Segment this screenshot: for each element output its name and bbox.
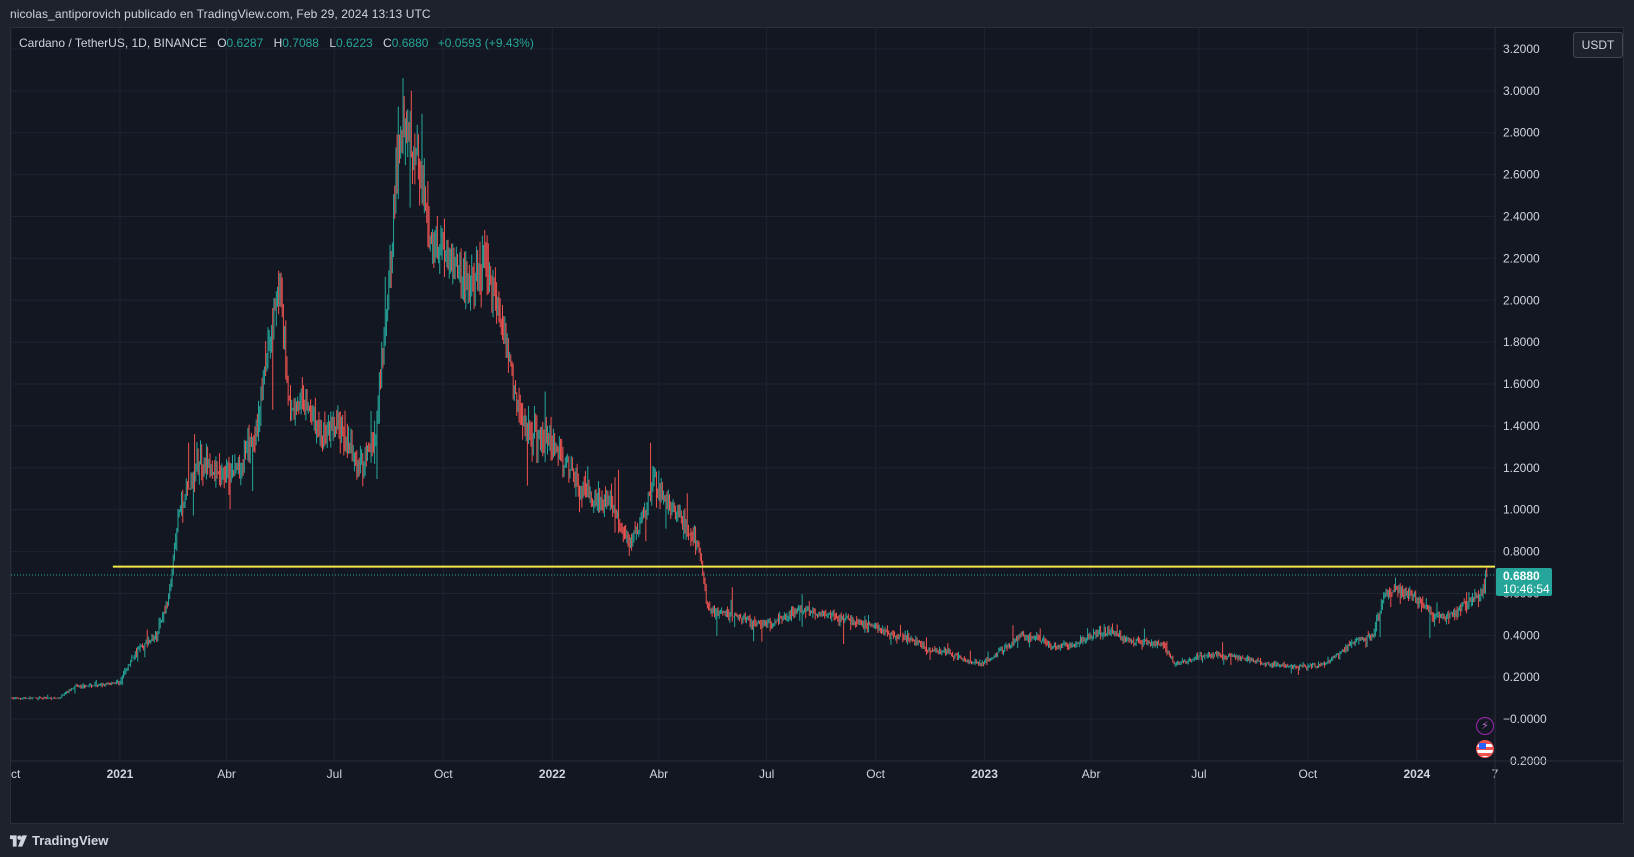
y-tick-label: 0.2000 [1503, 670, 1540, 684]
x-tick-label: Jul [1191, 767, 1206, 781]
countdown-label: 10:46:54 [1503, 582, 1550, 596]
y-tick-label: 3.0000 [1503, 84, 1540, 98]
y-tick-label: 1.2000 [1503, 461, 1540, 475]
x-tick-label: Jul [759, 767, 774, 781]
x-tick-label: Abr [217, 767, 236, 781]
y-tick-label: 2.8000 [1503, 126, 1540, 140]
publisher-info: nicolas_antiporovich publicado en Tradin… [10, 7, 431, 21]
x-tick-label: 2022 [539, 767, 566, 781]
close-label: C [383, 36, 392, 50]
y-tick-label: 2.4000 [1503, 209, 1540, 223]
x-tick-label: Oct [434, 767, 453, 781]
chart-pane[interactable]: 3.2000 3.0000 2.8000 2.6000 2.4000 2.2000 2.00… [11, 28, 1623, 825]
tradingview-logo-icon [10, 834, 27, 847]
y-tick-label: 1.4000 [1503, 419, 1540, 433]
x-tick-label: Oct [866, 767, 885, 781]
y-tick-label: 2.6000 [1503, 168, 1540, 182]
high-label: H [273, 36, 283, 50]
symbol-name: Cardano / TetherUS, 1D, BINANCE [19, 36, 207, 50]
low-label: L [329, 36, 336, 50]
currency-button[interactable]: USDT [1573, 32, 1623, 58]
y-tick-label: 3.2000 [1503, 42, 1540, 56]
x-tick-label: 2021 [107, 767, 134, 781]
close-value: 0.6880 [391, 36, 429, 50]
x-tick-label: Jul [327, 767, 342, 781]
x-tick-label: Oct [11, 767, 21, 781]
price-chart[interactable]: 3.2000 3.0000 2.8000 2.6000 2.4000 2.2000 2.00… [11, 28, 1623, 823]
low-value: 0.6223 [336, 36, 373, 50]
open-label: O [217, 36, 227, 50]
lightning-icon[interactable]: ⚡ [1476, 717, 1494, 735]
y-tick-label: 1.0000 [1503, 503, 1540, 517]
last-price-badge [1496, 568, 1552, 597]
y-tick-label: 0.8000 [1503, 545, 1540, 559]
candles [11, 78, 1488, 701]
x-tick-label: Oct [1299, 767, 1318, 781]
us-flag-icon[interactable] [1476, 740, 1494, 758]
high-value: 0.7088 [282, 36, 319, 50]
last-price-label: 0.6880 [1503, 569, 1540, 583]
y-tick-label: −0.0000 [1503, 712, 1547, 726]
x-tick-label: 2023 [971, 767, 998, 781]
x-tick-label: Abr [1082, 767, 1101, 781]
y-tick-label: 2.0000 [1503, 293, 1540, 307]
footer: TradingView [0, 824, 1634, 857]
x-tick-label: Abr [649, 767, 668, 781]
brand-name: TradingView [32, 833, 109, 848]
change-value: +0.0593 (+9.43%) [437, 36, 534, 50]
x-tick-label: 2024 [1403, 767, 1430, 781]
brand[interactable]: TradingView [10, 833, 108, 848]
symbol-legend: Cardano / TetherUS, 1D, BINANCE O0.6287 … [19, 36, 534, 50]
open-value: 0.6287 [226, 36, 264, 50]
y-tick-label: 0.4000 [1503, 628, 1540, 642]
chart-frame: 3.2000 3.0000 2.8000 2.6000 2.4000 2.2000 2.00… [10, 27, 1624, 824]
y-tick-label: 2.2000 [1503, 251, 1540, 265]
top-bar: nicolas_antiporovich publicado en Tradin… [0, 0, 1634, 27]
y-tick-label: 1.8000 [1503, 335, 1540, 349]
y-tick-label: 1.6000 [1503, 377, 1540, 391]
